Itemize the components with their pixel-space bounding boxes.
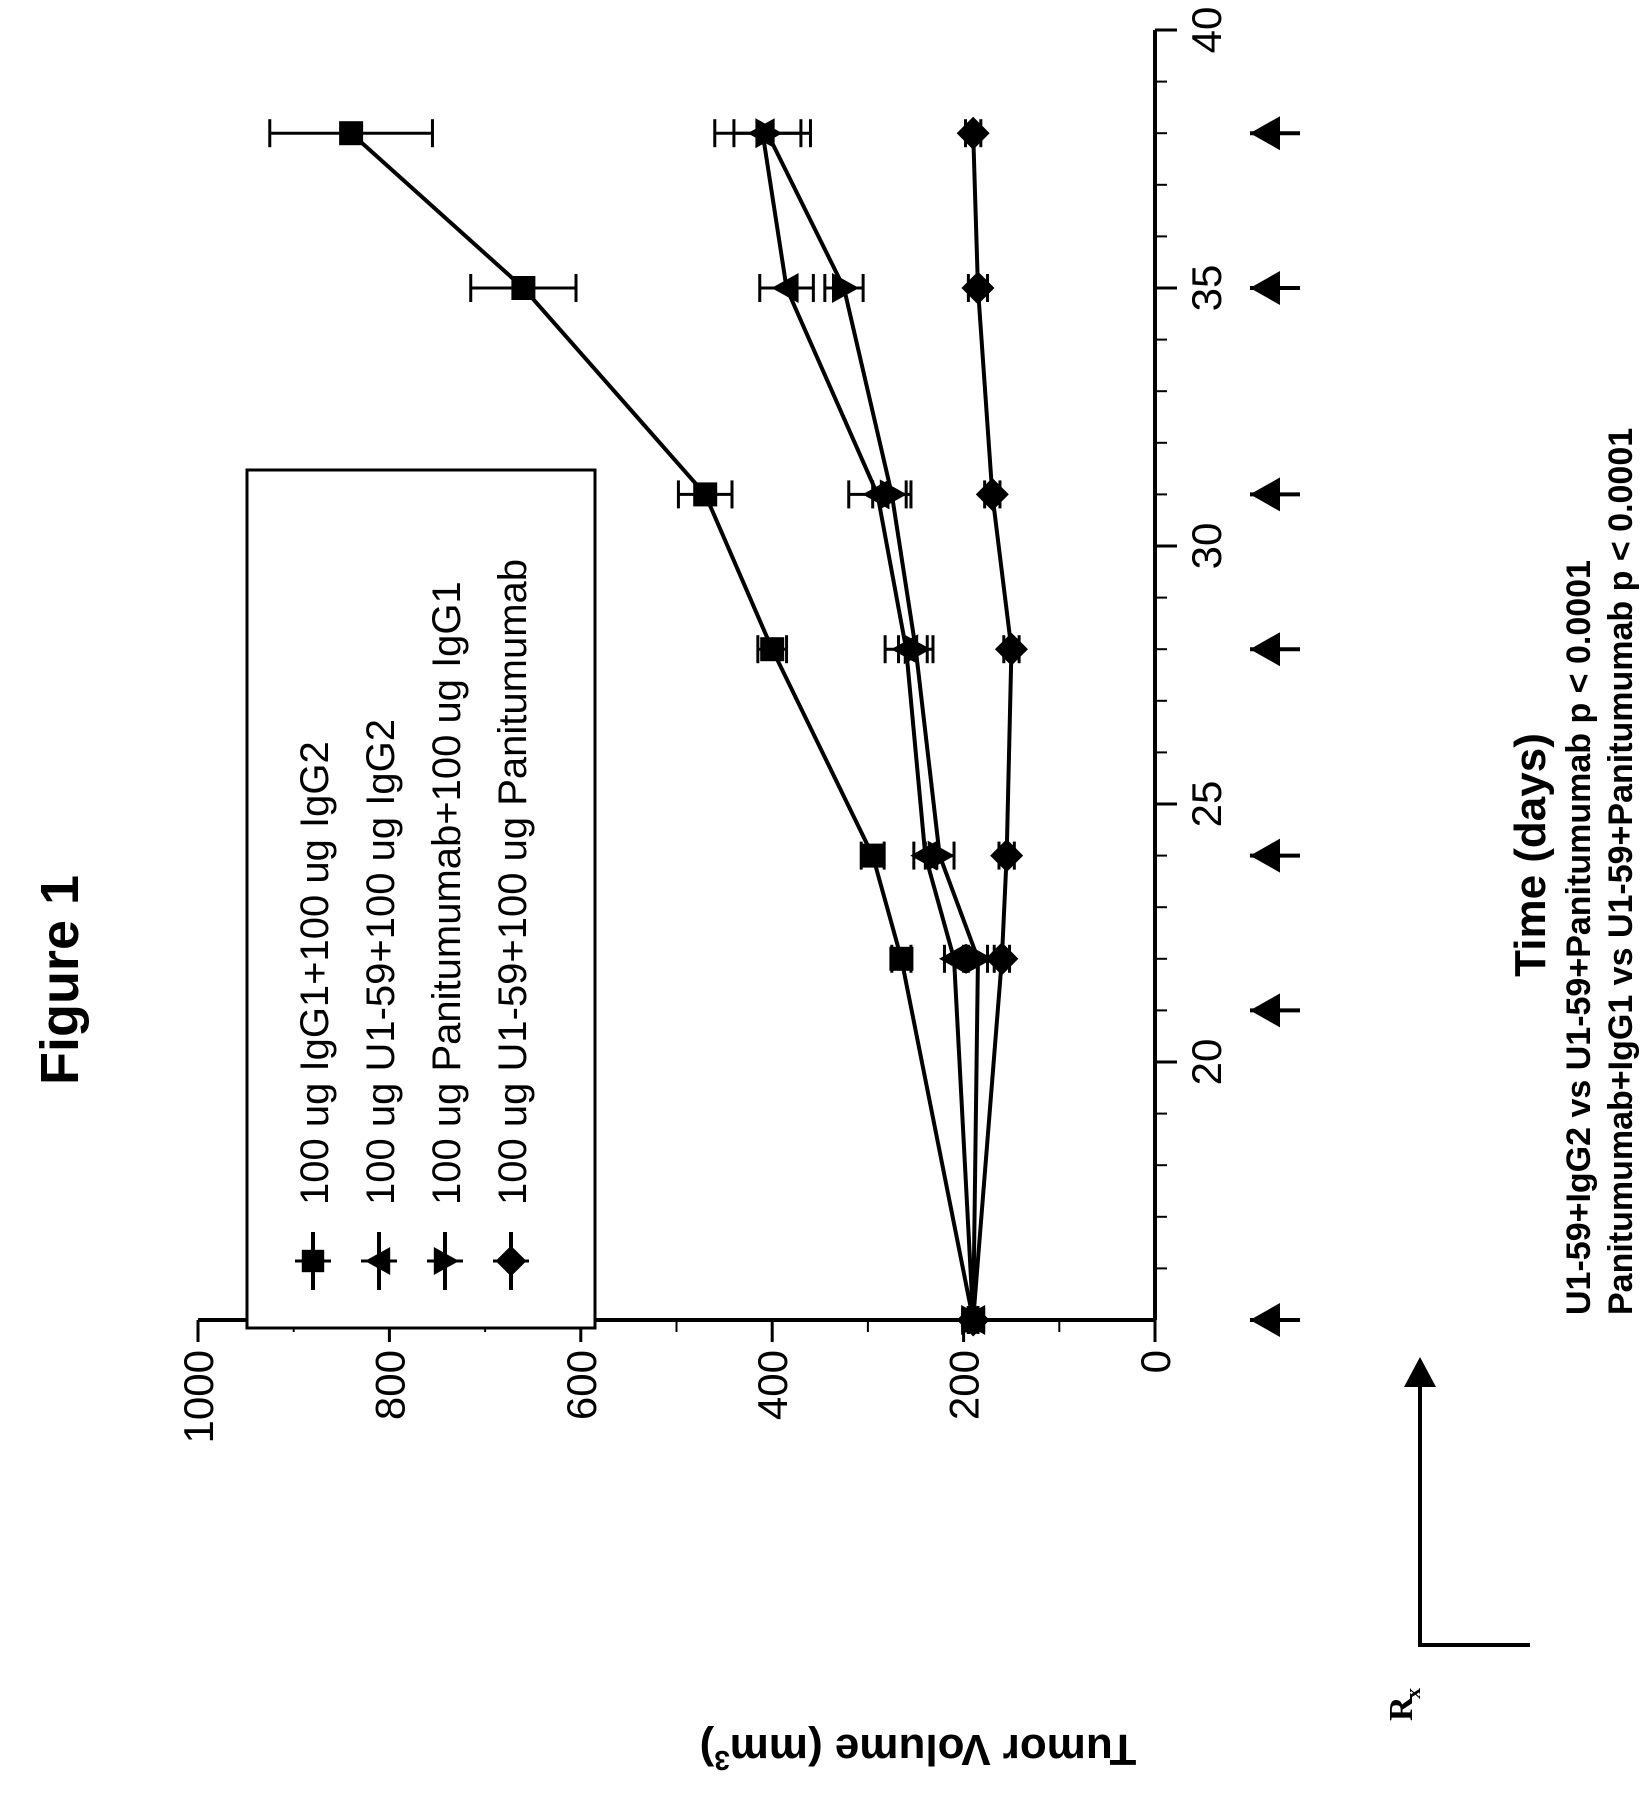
treatment-arrow-head — [1250, 993, 1280, 1028]
treatment-arrow-head — [1250, 838, 1280, 873]
data-point — [939, 943, 967, 974]
treatment-arrow-head — [1250, 477, 1280, 512]
rx-label-sub: x — [1400, 1688, 1425, 1699]
y-axis-title-main: Tumor Volume (mm — [730, 1725, 1137, 1774]
x-tick-label: 25 — [1183, 781, 1230, 828]
data-point — [339, 121, 364, 146]
data-point — [985, 942, 1019, 976]
legend-marker — [365, 1247, 391, 1275]
treatment-arrow-head — [1250, 116, 1280, 151]
rx-arrow — [1404, 1357, 1530, 1647]
legend-label: 100 ug Panitumumab+100 ug IgG1 — [425, 581, 469, 1205]
legend-item-2: 100 ug U1-59+100 ug IgG2 — [359, 719, 403, 1290]
data-point — [961, 271, 995, 305]
y-axis-title: Tumor Volume (mm3) — [700, 1725, 1137, 1776]
data-point — [693, 482, 718, 507]
y-axis-title-sup: 3 — [714, 1745, 730, 1776]
series-2 — [713, 118, 986, 1335]
figure-title: Figure 1 — [30, 875, 90, 1085]
legend-marker — [433, 1247, 459, 1275]
rx-label-group: R x — [1383, 1688, 1425, 1721]
data-point — [511, 276, 536, 300]
legend-box — [245, 468, 597, 1330]
series-4 — [956, 116, 1028, 1337]
series-3 — [732, 118, 993, 1335]
x-tick-label: 35 — [1183, 265, 1230, 312]
rx-label: R — [1383, 1696, 1420, 1721]
y-tick-label: 200 — [941, 1350, 988, 1420]
data-point — [956, 1303, 990, 1337]
series-line — [765, 132, 980, 1321]
y-axis-title-group: Tumor Volume (mm3) — [700, 1725, 1137, 1776]
legend-label: 100 ug IgG1+100 ug IgG2 — [293, 741, 337, 1205]
y-axis-ticks: 0 200 400 600 800 1000 — [175, 1320, 1179, 1443]
legend-marker — [495, 1245, 527, 1277]
series-line — [760, 132, 976, 1321]
data-point — [889, 946, 914, 971]
data-point — [994, 632, 1028, 666]
data-point — [760, 637, 785, 662]
x-axis-ticks: 20 25 30 35 40 — [1155, 7, 1230, 1270]
data-point — [975, 477, 1009, 511]
legend-marker — [301, 1249, 325, 1273]
x-tick-label: 40 — [1183, 7, 1230, 54]
legend-label: 100 ug U1-59+100 ug Panitumumab — [491, 559, 535, 1205]
legend-item-1: 100 ug IgG1+100 ug IgG2 — [293, 741, 337, 1290]
data-point — [990, 839, 1024, 873]
x-axis-title: Time (days) — [1506, 733, 1555, 977]
data-point — [879, 479, 907, 510]
treatment-arrow-head — [1250, 271, 1280, 305]
legend-item-3: 100 ug Panitumumab+100 ug IgG1 — [425, 581, 469, 1290]
series-line — [971, 133, 1014, 1321]
treatment-arrow-head — [1250, 632, 1280, 667]
x-tick-label: 20 — [1183, 1039, 1230, 1086]
stat-annotation-1: U1-59+IgG2 vs U1-59+Panitumumab p < 0.00… — [1560, 560, 1598, 1315]
legend-label: 100 ug U1-59+100 ug IgG2 — [359, 719, 403, 1205]
y-tick-label: 0 — [1132, 1350, 1179, 1373]
stat-annotation-2: Panitumumab+IgG1 vs U1-59+Panitumumab p … — [1602, 428, 1640, 1315]
data-point — [903, 634, 931, 665]
treatment-arrow-head — [1250, 1303, 1280, 1337]
data-point — [965, 943, 993, 974]
data-point — [956, 116, 990, 150]
y-tick-label: 400 — [749, 1350, 796, 1420]
data-point — [755, 118, 783, 149]
x-tick-label: 30 — [1183, 523, 1230, 570]
series-layer — [268, 116, 1028, 1337]
data-point — [831, 273, 859, 303]
treatment-markers — [1250, 116, 1300, 1337]
legend: 100 ug IgG1+100 ug IgG2 100 ug U1-59+100 … — [245, 468, 597, 1330]
y-axis-title-end: ) — [700, 1725, 715, 1774]
data-point — [860, 843, 885, 868]
data-point — [771, 273, 799, 303]
y-tick-label: 600 — [558, 1350, 605, 1420]
y-tick-label: 1000 — [175, 1350, 222, 1443]
data-point — [927, 840, 955, 871]
y-tick-label: 800 — [366, 1350, 413, 1420]
legend-item-4: 100 ug U1-59+100 ug Panitumumab — [491, 559, 535, 1290]
